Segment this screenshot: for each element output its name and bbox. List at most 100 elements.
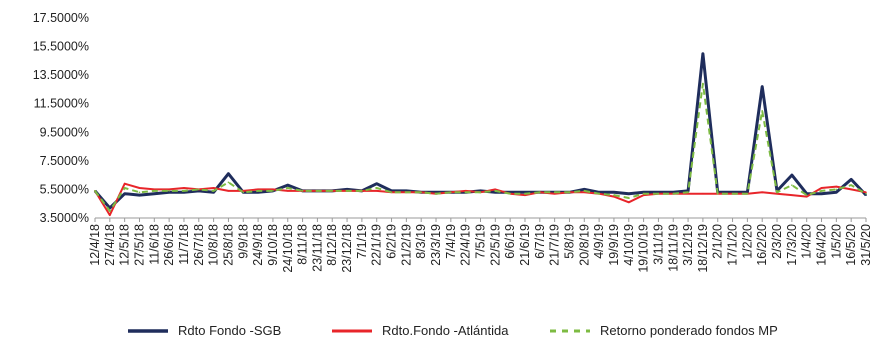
data-point	[286, 187, 289, 189]
data-point	[850, 178, 852, 181]
data-point	[390, 190, 393, 192]
x-tick-label: 6/2/19	[385, 224, 399, 259]
x-tick-label: 16/5/20	[844, 224, 858, 266]
data-point	[183, 187, 185, 189]
data-point	[257, 188, 259, 191]
data-point	[138, 194, 141, 196]
data-point	[464, 191, 467, 194]
data-point	[805, 195, 808, 198]
data-point	[272, 188, 274, 191]
y-tick-label: 5.5000%	[40, 182, 89, 196]
series-rdto-fondo-sgb	[93, 52, 868, 210]
data-point	[509, 192, 511, 195]
data-point	[257, 190, 259, 192]
x-tick-label: 3/12/19	[681, 224, 695, 266]
x-tick-label: 21/2/19	[399, 224, 413, 266]
x-tick-label: 6/6/19	[503, 224, 517, 259]
x-tick-label: 8/3/19	[414, 224, 428, 259]
data-point	[613, 194, 615, 196]
data-point	[835, 185, 838, 188]
data-point	[346, 190, 348, 192]
x-tick-label: 24/10/18	[281, 224, 295, 273]
data-point	[123, 187, 126, 189]
data-point	[761, 85, 764, 88]
data-point	[583, 190, 586, 192]
data-point	[479, 191, 482, 194]
data-point	[642, 191, 645, 194]
legend-item: Retorno ponderado fondos MP	[550, 323, 778, 338]
series-layer	[93, 52, 868, 217]
x-tick-label: 1/4/20	[800, 224, 814, 259]
data-point	[227, 190, 230, 192]
x-tick-label: 9/10/18	[266, 224, 280, 266]
data-point	[168, 190, 170, 192]
x-tick-label: 7/5/19	[474, 224, 488, 259]
data-point	[865, 191, 867, 194]
legend-label: Rdto Fondo -SGB	[178, 323, 281, 338]
x-tick-label: 19/9/19	[607, 224, 621, 266]
data-point	[420, 191, 422, 194]
data-point	[850, 184, 852, 186]
data-point	[865, 194, 867, 196]
data-point	[524, 192, 526, 195]
data-point	[539, 191, 541, 194]
series-line	[93, 52, 868, 210]
data-point	[405, 190, 408, 192]
data-point	[227, 181, 230, 184]
x-tick-label: 10/8/18	[207, 224, 221, 266]
data-point	[761, 191, 764, 194]
data-point	[346, 188, 348, 191]
data-point	[702, 192, 704, 195]
x-tick-label: 12/4/18	[88, 224, 102, 266]
data-point	[375, 182, 378, 185]
data-point	[375, 190, 378, 192]
x-tick-label: 5/8/19	[562, 224, 576, 259]
x-tick-label: 2/3/20	[770, 224, 784, 259]
data-point	[242, 191, 245, 194]
y-tick-label: 7.5000%	[40, 154, 89, 168]
x-tick-label: 22/4/19	[459, 224, 473, 266]
x-tick-label: 3/11/19	[651, 224, 665, 265]
x-tick-label: 7/1/19	[355, 224, 369, 259]
data-point	[286, 190, 289, 192]
data-point	[776, 192, 778, 195]
data-point	[494, 188, 497, 191]
data-point	[183, 190, 185, 192]
data-point	[301, 190, 304, 192]
data-point	[553, 191, 556, 194]
data-point	[791, 174, 793, 176]
x-tick-label: 4/10/19	[622, 224, 636, 266]
data-point	[286, 184, 289, 186]
data-point	[776, 191, 778, 194]
x-tick-label: 22/1/19	[370, 224, 384, 266]
data-point	[642, 194, 645, 196]
legend-label: Rdto.Fondo -Atlántida	[382, 323, 509, 338]
data-point	[109, 210, 111, 212]
y-tick-label: 13.5000%	[33, 68, 89, 82]
x-tick-label: 23/3/19	[429, 224, 443, 266]
x-tick-label: 18/12/19	[696, 224, 710, 273]
x-tick-label: 8/12/18	[325, 224, 339, 266]
x-tick-label: 11/7/18	[177, 224, 191, 265]
y-tick-label: 9.5000%	[40, 125, 89, 139]
data-point	[168, 188, 170, 191]
data-point	[153, 192, 156, 195]
data-point	[702, 82, 704, 85]
data-point	[242, 190, 245, 192]
data-point	[450, 191, 452, 194]
data-point	[361, 190, 363, 192]
series-retorno-ponderado-fondos-mp	[94, 82, 867, 212]
x-tick-label: 20/8/19	[577, 224, 591, 266]
data-point	[197, 190, 200, 192]
data-point	[850, 188, 852, 191]
x-tick-label: 27/4/18	[103, 224, 117, 266]
x-tick-label: 21/7/19	[548, 224, 562, 266]
x-tick-label: 26/6/18	[162, 224, 176, 266]
data-point	[138, 191, 141, 194]
series-line	[94, 182, 867, 217]
y-tick-label: 17.5000%	[33, 11, 89, 25]
data-point	[390, 191, 393, 194]
data-point	[731, 192, 734, 195]
data-point	[791, 194, 793, 196]
